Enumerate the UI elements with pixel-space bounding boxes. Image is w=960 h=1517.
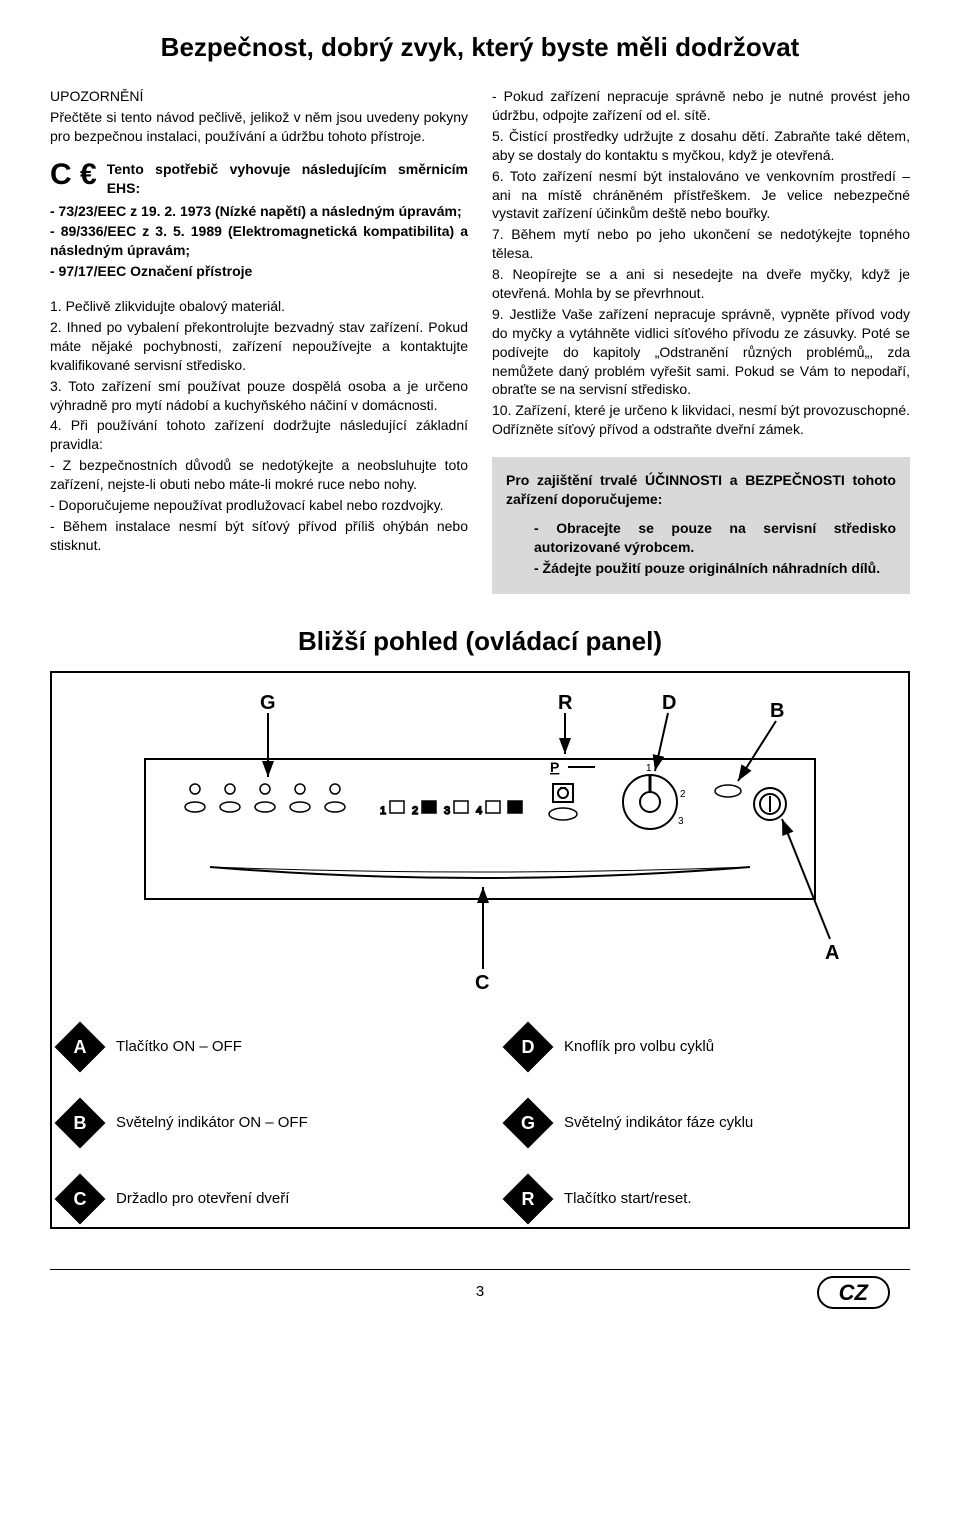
- section-2-title: Bližší pohled (ovládací panel): [50, 624, 910, 659]
- diamond-b: B: [62, 1105, 98, 1141]
- rule-4d: - Během instalace nesmí být síťový přívo…: [50, 517, 468, 555]
- diamond-a: A: [62, 1029, 98, 1065]
- page-title: Bezpečnost, dobrý zvyk, který byste měli…: [50, 30, 910, 65]
- diamond-g: G: [510, 1105, 546, 1141]
- recommendation-1: - Obracejte se pouze na servisní středis…: [534, 519, 896, 557]
- legend-a-text: Tlačítko ON – OFF: [116, 1037, 242, 1057]
- right-6: 6. Toto zařízení nesmí být instalováno v…: [492, 167, 910, 224]
- legend-row-c: C Držadlo pro otevření dveří: [62, 1181, 450, 1217]
- legend-r-text: Tlačítko start/reset.: [564, 1189, 692, 1209]
- label-p: P: [550, 759, 559, 775]
- legend-col-left: A Tlačítko ON – OFF B Světelný indikátor…: [62, 1029, 450, 1217]
- legend-d-text: Knoflík pro volbu cyklů: [564, 1037, 714, 1057]
- diamond-r: R: [510, 1181, 546, 1217]
- warning-heading: UPOZORNĚNÍ: [50, 87, 468, 106]
- cz-badge: CZ: [817, 1276, 890, 1309]
- label-b: B: [770, 700, 784, 722]
- legend-row-g: G Světelný indikátor fáze cyklu: [510, 1105, 898, 1141]
- left-column: UPOZORNĚNÍ Přečtěte si tento návod pečli…: [50, 87, 468, 595]
- label-a: A: [825, 942, 839, 964]
- legend-col-right: D Knoflík pro volbu cyklů G Světelný ind…: [510, 1029, 898, 1217]
- right-column: - Pokud zařízení nepracuje správně nebo …: [492, 87, 910, 595]
- right-8: 8. Neopírejte se a ani si nesedejte na d…: [492, 265, 910, 303]
- ce-line-3: - 97/17/EEC Označení přístroje: [50, 262, 468, 281]
- rule-1: 1. Pečlivě zlikvidujte obalový materiál.: [50, 297, 468, 316]
- rule-4a: 4. Při používání tohoto zařízení dodržuj…: [50, 416, 468, 454]
- safety-columns: UPOZORNĚNÍ Přečtěte si tento návod pečli…: [50, 87, 910, 595]
- svg-text:3: 3: [444, 805, 450, 817]
- rule-4b: - Z bezpečnostních důvodů se nedotýkejte…: [50, 456, 468, 494]
- right-5: 5. Čistící prostředky udržujte z dosahu …: [492, 127, 910, 165]
- right-0: - Pokud zařízení nepracuje správně nebo …: [492, 87, 910, 125]
- legend-b-text: Světelný indikátor ON – OFF: [116, 1113, 308, 1133]
- warning-text: Přečtěte si tento návod pečlivě, jelikož…: [50, 108, 468, 146]
- label-d: D: [662, 692, 676, 714]
- rule-2: 2. Ihned po vybalení překontrolujte bezv…: [50, 318, 468, 375]
- rule-3: 3. Toto zařízení smí používat pouze dosp…: [50, 377, 468, 415]
- legend-c-text: Držadlo pro otevření dveří: [116, 1189, 289, 1209]
- recommendation-heading: Pro zajištění trvalé ÚČINNOSTI a BEZPEČN…: [506, 471, 896, 509]
- panel-svg: 1 2 3 4 P 1 2 3: [90, 689, 870, 999]
- legend-row-a: A Tlačítko ON – OFF: [62, 1029, 450, 1065]
- right-10: 10. Zařízení, které je určeno k likvidac…: [492, 401, 910, 439]
- footer: 3 CZ: [50, 1270, 910, 1308]
- label-r: R: [558, 692, 573, 714]
- legend-row-d: D Knoflík pro volbu cyklů: [510, 1029, 898, 1065]
- legend-row-r: R Tlačítko start/reset.: [510, 1181, 898, 1217]
- ce-intro: Tento spotřebič vyhovuje následujícím sm…: [107, 160, 468, 198]
- ce-line-1: - 73/23/EEC z 19. 2. 1973 (Nízké napětí)…: [50, 202, 468, 221]
- label-g: G: [260, 692, 276, 714]
- svg-text:4: 4: [476, 805, 482, 817]
- diamond-d: D: [510, 1029, 546, 1065]
- diamond-c: C: [62, 1181, 98, 1217]
- legend-row-b: B Světelný indikátor ON – OFF: [62, 1105, 450, 1141]
- svg-text:1: 1: [380, 805, 386, 817]
- right-7: 7. Během mytí nebo po jeho ukončení se n…: [492, 225, 910, 263]
- ce-mark-icon: C €: [50, 160, 97, 190]
- svg-text:2: 2: [680, 789, 686, 800]
- page-number: 3: [343, 1282, 616, 1302]
- rule-4c: - Doporučujeme nepoužívat prodlužovací k…: [50, 496, 468, 515]
- svg-text:3: 3: [678, 816, 684, 827]
- ce-line-2: - 89/336/EEC z 3. 5. 1989 (Elektromagnet…: [50, 222, 468, 260]
- recommendation-2: - Žádejte použití pouze originálních náh…: [534, 559, 896, 578]
- ce-directive-row: C € Tento spotřebič vyhovuje následující…: [50, 160, 468, 200]
- svg-text:2: 2: [412, 805, 418, 817]
- right-9: 9. Jestliže Vaše zařízení nepracuje sprá…: [492, 305, 910, 399]
- legend: A Tlačítko ON – OFF B Světelný indikátor…: [62, 1029, 898, 1217]
- control-panel-diagram: 1 2 3 4 P 1 2 3: [50, 671, 910, 1229]
- recommendation-box: Pro zajištění trvalé ÚČINNOSTI a BEZPEČN…: [492, 457, 910, 593]
- legend-g-text: Světelný indikátor fáze cyklu: [564, 1113, 753, 1133]
- svg-text:1: 1: [646, 763, 652, 774]
- label-c: C: [475, 972, 489, 994]
